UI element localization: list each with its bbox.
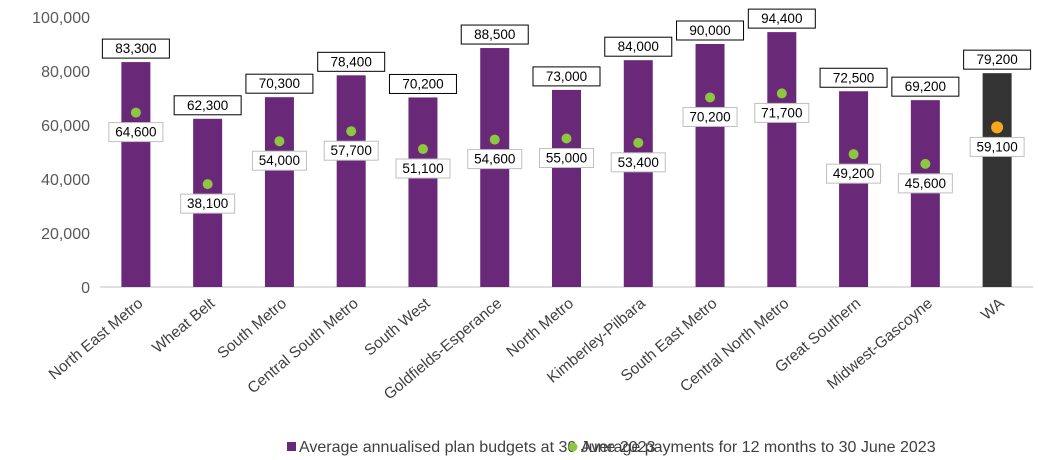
x-tick-label: Wheat Belt [149, 295, 219, 357]
y-tick-label: 0 [81, 280, 90, 297]
payment-label-box [826, 163, 882, 184]
bar-budget [982, 73, 1012, 287]
budget-label-box [963, 49, 1032, 70]
payment-label-box [251, 150, 307, 171]
y-axis: 0 20,000 40,000 60,000 80,000 100,000 [32, 10, 1033, 297]
y-tick-label: 80,000 [41, 64, 90, 81]
bar-budget [121, 62, 151, 288]
bar-budget [695, 44, 725, 287]
payment-data-label: 38,100 [187, 196, 228, 211]
budget-data-label: 94,400 [761, 11, 802, 26]
budget-label-box [891, 76, 960, 97]
legend-budget-swatch [287, 442, 296, 451]
payment-point [776, 88, 787, 99]
payment-point [920, 158, 931, 169]
value-labels: 83,300 64,600 62,300 38,100 70,300 54,000 78,4… [101, 8, 1032, 214]
x-tick-label: South West [361, 295, 434, 360]
payment-point [274, 136, 285, 147]
legend-payment-label: Average payments for 12 months to 30 Jun… [581, 439, 936, 456]
payment-label-box [467, 149, 523, 170]
budget-data-label: 84,000 [618, 39, 659, 54]
budget-data-label: 79,200 [976, 52, 1017, 67]
bar-budget [623, 60, 653, 288]
x-tick-label: South Metro [214, 295, 290, 362]
bar-budget [336, 75, 366, 287]
payment-data-label: 64,600 [115, 125, 156, 140]
budget-label-box [245, 73, 314, 94]
payment-label-box [610, 152, 666, 173]
payment-label-box [682, 106, 738, 127]
budget-data-label: 78,400 [331, 54, 372, 69]
y-tick-label: 40,000 [41, 172, 90, 189]
payment-data-label: 53,400 [618, 155, 659, 170]
payment-point [848, 149, 859, 160]
payment-label-box [754, 102, 810, 123]
y-tick-label: 100,000 [32, 10, 90, 27]
x-tick-label: North Metro [503, 295, 577, 361]
x-tick-label: North East Metro [46, 295, 147, 383]
payment-point [991, 121, 1004, 134]
payment-data-label: 45,600 [905, 176, 946, 191]
payment-point [489, 134, 500, 145]
payment-data-label: 49,200 [833, 166, 874, 181]
payment-data-label: 54,600 [474, 152, 515, 167]
budget-label-box [819, 67, 888, 88]
budget-label-box [604, 36, 673, 57]
budget-data-label: 72,500 [833, 70, 874, 85]
payment-point [561, 133, 572, 144]
y-tick-label: 60,000 [41, 118, 90, 135]
x-tick-label: WA [978, 295, 1008, 324]
budget-data-label: 62,300 [187, 98, 228, 113]
budget-data-label: 88,500 [474, 27, 515, 42]
bar-budget [264, 97, 294, 287]
payment-label-box [897, 173, 953, 194]
legend-budget-label: Average annualised plan budgets at 30 Ju… [299, 439, 656, 456]
budget-label-box [388, 73, 457, 94]
payment-point [346, 126, 357, 137]
payment-point [202, 179, 213, 190]
y-tick-label: 20,000 [41, 226, 90, 243]
x-tick-label: Goldfields-Esperance [381, 295, 505, 403]
payment-data-label: 59,100 [976, 139, 1017, 154]
payment-data-label: 54,000 [259, 153, 300, 168]
budget-label-box [532, 66, 601, 87]
legend: Average annualised plan budgets at 30 Ju… [287, 439, 936, 456]
payment-markers [130, 88, 1004, 190]
legend-payment-swatch [568, 442, 578, 452]
bar-budget [767, 32, 797, 288]
budget-label-box [173, 95, 242, 116]
bar-budget [408, 97, 438, 288]
budget-data-label: 69,200 [905, 79, 946, 94]
payment-data-label: 70,200 [689, 109, 730, 124]
budget-label-box [317, 51, 386, 72]
budget-data-label: 83,300 [115, 41, 156, 56]
payment-point [130, 107, 141, 118]
budget-data-label: 73,000 [546, 69, 587, 84]
budget-data-label: 70,200 [402, 76, 443, 91]
budget-data-label: 70,300 [259, 76, 300, 91]
budget-label-box [747, 8, 816, 29]
payment-data-label: 55,000 [546, 151, 587, 166]
budget-label-box [676, 20, 745, 41]
payment-label-box [180, 193, 236, 214]
bar-budget [910, 100, 940, 287]
bar-budget [552, 89, 581, 288]
payment-label-box [395, 158, 451, 179]
payment-data-label: 51,100 [402, 161, 443, 176]
payment-point [633, 137, 644, 148]
budget-data-label: 90,000 [689, 23, 730, 38]
payment-data-label: 71,700 [761, 105, 802, 120]
budget-label-box [460, 24, 529, 45]
budget-label-box [101, 38, 170, 59]
payment-data-label: 57,700 [331, 143, 372, 158]
payment-label-box [539, 148, 594, 168]
payment-label-box [108, 122, 164, 143]
payment-label-box [323, 140, 379, 161]
payment-label-box [969, 136, 1025, 157]
bar-budget [839, 91, 869, 287]
payment-point [705, 92, 716, 103]
payment-point [417, 144, 428, 155]
